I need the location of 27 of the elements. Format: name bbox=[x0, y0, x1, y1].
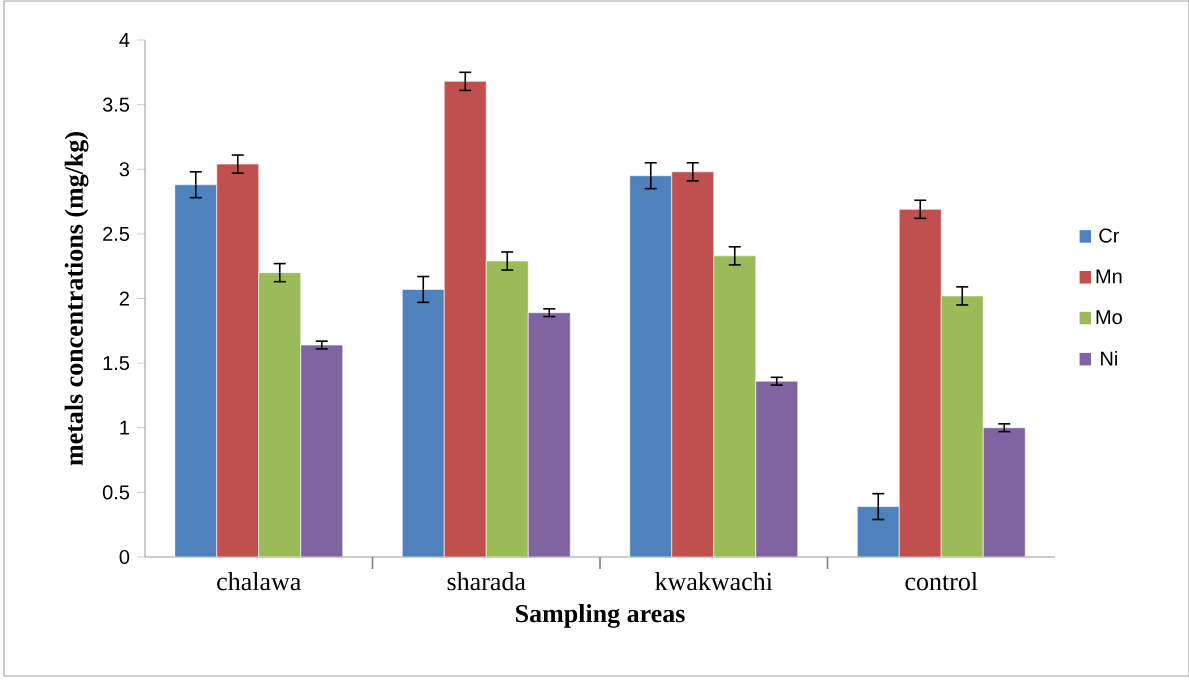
legend-label: Ni bbox=[1101, 350, 1117, 366]
y-tick-label: 1 bbox=[120, 420, 129, 435]
y-tick-label: 3 bbox=[119, 162, 130, 177]
y-tick-label: 0.5 bbox=[102, 485, 130, 500]
legend-label: Mo bbox=[1096, 310, 1122, 325]
legend-label: Cr bbox=[1099, 228, 1120, 243]
bar bbox=[443, 81, 487, 557]
y-tick-label: 0 bbox=[119, 549, 130, 565]
y-axis-title: metals concentrations (mg/kg) bbox=[64, 132, 89, 466]
bar bbox=[401, 289, 445, 557]
x-tick-label: chalawa bbox=[217, 572, 302, 591]
y-tick-label: 1.5 bbox=[103, 356, 130, 371]
y-tick-label: 4 bbox=[119, 33, 130, 47]
bar bbox=[856, 506, 900, 557]
bar bbox=[629, 175, 673, 557]
bar bbox=[174, 184, 218, 557]
bar bbox=[898, 209, 942, 557]
x-tick-label: sharada bbox=[447, 572, 526, 591]
y-tick-label: 2 bbox=[119, 291, 129, 306]
bar bbox=[216, 163, 260, 557]
y-tick-label: 2.5 bbox=[103, 226, 130, 241]
y-tick-label: 3.5 bbox=[102, 97, 130, 112]
bar bbox=[671, 171, 715, 557]
x-tick-label: control bbox=[905, 572, 978, 591]
x-tick-label: kwakwachi bbox=[655, 572, 773, 591]
legend-label: Mn bbox=[1096, 269, 1122, 284]
x-axis-title: Sampling areas bbox=[516, 604, 685, 628]
